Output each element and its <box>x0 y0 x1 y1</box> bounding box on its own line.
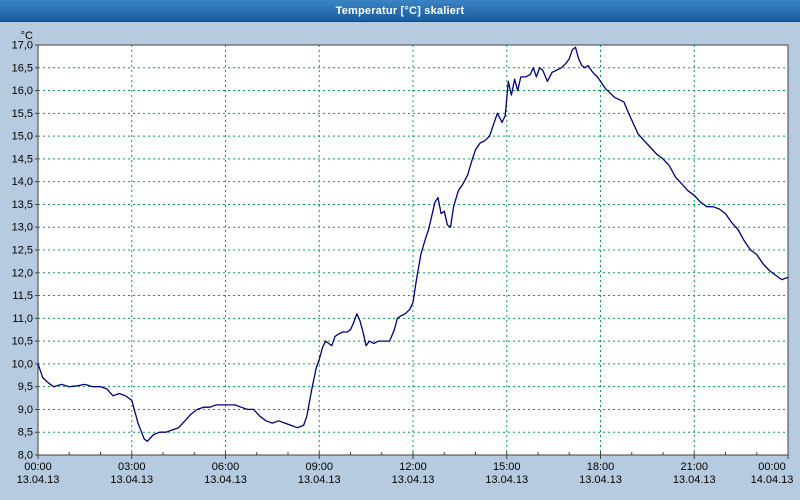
svg-text:10,0: 10,0 <box>12 358 33 370</box>
svg-text:10,5: 10,5 <box>12 336 33 348</box>
svg-text:13.04.13: 13.04.13 <box>579 474 622 486</box>
svg-text:15,5: 15,5 <box>12 108 33 120</box>
svg-text:06:00: 06:00 <box>212 461 240 473</box>
svg-text:13,0: 13,0 <box>12 222 33 234</box>
svg-text:14,5: 14,5 <box>12 153 33 165</box>
svg-text:13.04.13: 13.04.13 <box>298 474 341 486</box>
svg-text:8,0: 8,0 <box>18 450 33 462</box>
svg-text:12:00: 12:00 <box>399 461 427 473</box>
svg-text:15:00: 15:00 <box>493 461 521 473</box>
x-grid-and-labels: 00:0013.04.1303:0013.04.1306:0013.04.130… <box>17 45 794 486</box>
window-titlebar: Temperatur [°C] skaliert <box>0 0 800 22</box>
svg-text:13.04.13: 13.04.13 <box>17 474 60 486</box>
svg-text:8,5: 8,5 <box>18 427 33 439</box>
chart-area: 8,0 8,5 9,0 9,5 10,0 10,5 11,0 11,5 12,0 12,5 13,0… <box>0 22 800 500</box>
svg-text:14,0: 14,0 <box>12 176 33 188</box>
temperature-line-chart: 8,0 8,5 9,0 9,5 10,0 10,5 11,0 11,5 12,0 12,5 13,0… <box>12 30 794 486</box>
svg-text:13.04.13: 13.04.13 <box>673 474 716 486</box>
y-axis-unit-label: °C <box>21 30 33 42</box>
svg-text:13,5: 13,5 <box>12 199 33 211</box>
svg-text:03:00: 03:00 <box>118 461 146 473</box>
svg-text:12,5: 12,5 <box>12 245 33 257</box>
temperature-series-line <box>37 46 789 442</box>
svg-text:11,0: 11,0 <box>12 313 33 325</box>
svg-text:12,0: 12,0 <box>12 267 33 279</box>
svg-text:17,0: 17,0 <box>12 40 33 52</box>
svg-text:13.04.13: 13.04.13 <box>204 474 247 486</box>
svg-text:15,0: 15,0 <box>12 131 33 143</box>
svg-text:18:00: 18:00 <box>587 461 615 473</box>
svg-text:09:00: 09:00 <box>305 461 333 473</box>
plot-border <box>37 44 789 456</box>
svg-text:14.04.13: 14.04.13 <box>751 474 794 486</box>
svg-text:11,5: 11,5 <box>12 290 33 302</box>
svg-text:16,5: 16,5 <box>12 62 33 74</box>
svg-text:9,5: 9,5 <box>18 381 33 393</box>
svg-text:9,0: 9,0 <box>18 404 33 416</box>
svg-text:13.04.13: 13.04.13 <box>485 474 528 486</box>
svg-text:21:00: 21:00 <box>680 461 708 473</box>
window-title: Temperatur [°C] skaliert <box>335 4 465 17</box>
svg-text:00:00: 00:00 <box>24 461 52 473</box>
svg-text:13.04.13: 13.04.13 <box>110 474 153 486</box>
svg-text:13.04.13: 13.04.13 <box>392 474 435 486</box>
svg-text:16,0: 16,0 <box>12 85 33 97</box>
svg-text:00:00: 00:00 <box>758 461 786 473</box>
